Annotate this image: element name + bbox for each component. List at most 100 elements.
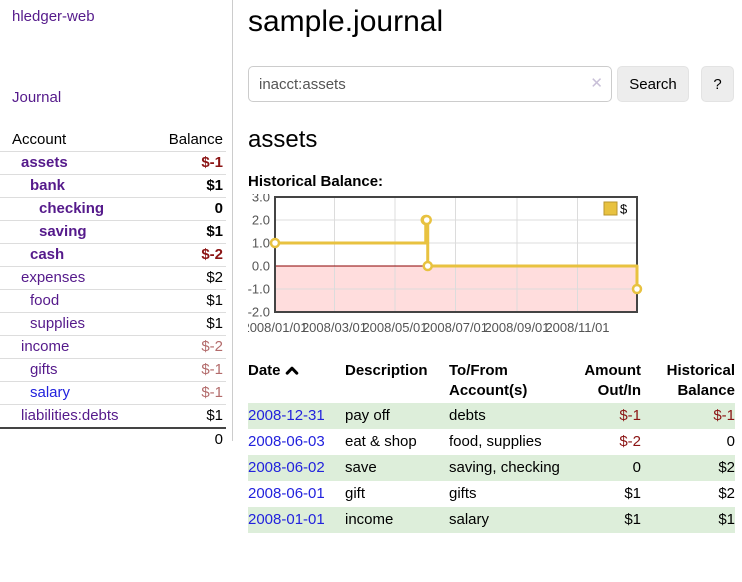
data-point [421, 214, 432, 226]
account-balance: $1 [206, 292, 223, 309]
register-row: 2008-06-01 gift gifts $1 $2 [248, 481, 735, 507]
help-button[interactable]: ? [701, 66, 734, 102]
data-point [269, 237, 281, 249]
transaction-description: save [345, 459, 377, 476]
transaction-date-link[interactable]: 2008-06-03 [248, 433, 325, 450]
y-axis-label: 0.0 [252, 259, 270, 274]
transaction-balance: $-1 [713, 407, 735, 424]
transaction-date-link[interactable]: 2008-12-31 [248, 407, 325, 424]
accounts-rows: assets $-1 bank $1 checking 0 saving $1 cash $-2 e… [0, 151, 226, 427]
transaction-amount: $1 [624, 511, 641, 528]
historical-balance-chart: 3.0 2.0 1.0 0.0 -1.0 -2.02008/01/012008/03/01… [242, 190, 643, 335]
register-header-accounts: To/From Account(s) [449, 362, 528, 399]
x-axis-label: 2008/09/01 [484, 320, 549, 335]
register-row: 2008-12-31 pay off debts $-1 $-1 [248, 403, 735, 429]
account-row: salary $-1 [0, 381, 226, 404]
accounts-total-value: 0 [214, 431, 223, 448]
account-row: expenses $2 [0, 266, 226, 289]
account-link[interactable]: saving [39, 223, 87, 240]
transaction-amount: $1 [624, 485, 641, 502]
main-content: sample.journal ✕ Search ? assets Histori… [242, 0, 742, 533]
account-heading: assets [248, 126, 318, 153]
accounts-total-row: 0 [0, 427, 226, 450]
account-balance: $-1 [201, 384, 223, 401]
transaction-amount: $-2 [619, 433, 641, 450]
transaction-amount: $-1 [619, 407, 641, 424]
data-point [422, 260, 433, 272]
x-axis-label: 2008/05/01 [362, 320, 427, 335]
accounts-table-header: Account Balance [0, 128, 226, 151]
transaction-accounts: saving, checking [449, 459, 560, 476]
transaction-date-link[interactable]: 2008-06-01 [248, 485, 325, 502]
legend-swatch [603, 201, 618, 216]
accounts-table: Account Balance assets $-1 bank $1 checking 0… [0, 128, 226, 450]
account-link[interactable]: liabilities:debts [21, 407, 119, 424]
account-row: checking 0 [0, 197, 226, 220]
x-axis-label: 2008/01/01 [248, 320, 308, 335]
transaction-description: income [345, 511, 394, 528]
account-link[interactable]: bank [30, 177, 66, 194]
account-row: bank $1 [0, 174, 226, 197]
transaction-description: pay off [345, 407, 390, 424]
account-link[interactable]: food [30, 292, 60, 309]
register-row: 2008-01-01 income salary $1 $1 [248, 507, 735, 533]
transaction-description: gift [345, 485, 366, 502]
register-header-date[interactable]: Date [248, 359, 345, 403]
account-row: food $1 [0, 289, 226, 312]
y-axis-label: 3.0 [252, 194, 270, 205]
chart-container: 3.0 2.0 1.0 0.0 -1.0 -2.0 2008/01/01 2008/03/01… [242, 190, 742, 348]
account-balance: $2 [206, 269, 223, 286]
sort-ascending-icon [285, 362, 299, 382]
y-axis-label: -1.0 [248, 282, 270, 297]
account-balance: $-2 [201, 246, 223, 263]
transaction-accounts: gifts [449, 485, 477, 502]
x-axis-label: 2008/03/01 [302, 320, 367, 335]
chart-label: Historical Balance: [248, 173, 384, 190]
x-axis-label: 2008/07/01 [423, 320, 488, 335]
transaction-date-link[interactable]: 2008-01-01 [248, 511, 325, 528]
x-axis-label: 2008/11/01 [545, 320, 609, 335]
balance-column-header: Balance [168, 131, 223, 148]
account-link[interactable]: income [21, 338, 70, 355]
register-header-row: Date Description To/From Account(s) Amou… [248, 359, 735, 403]
account-balance: $-1 [201, 361, 223, 378]
account-row: liabilities:debts $1 [0, 404, 226, 427]
account-row: income $-2 [0, 335, 226, 358]
y-axis-label: -2.0 [248, 305, 270, 320]
y-axis-label: 2.0 [252, 213, 270, 228]
account-balance: $1 [206, 177, 223, 194]
transaction-amount: 0 [632, 459, 641, 476]
transaction-balance: 0 [726, 433, 735, 450]
sidebar: hledger-web Journal Account Balance asse… [0, 0, 233, 448]
account-row: saving $1 [0, 220, 226, 243]
account-link[interactable]: gifts [30, 361, 58, 378]
account-link[interactable]: supplies [30, 315, 86, 332]
search-button[interactable]: Search [617, 66, 689, 102]
account-balance: $-1 [201, 154, 223, 171]
register-header-description: Description [345, 362, 428, 379]
account-balance: 0 [214, 200, 223, 217]
clear-search-icon[interactable]: ✕ [590, 75, 603, 92]
account-row: cash $-2 [0, 243, 226, 266]
account-balance: $1 [206, 407, 223, 424]
account-balance: $1 [206, 315, 223, 332]
register-header-amount: Amount Out/In [584, 362, 641, 399]
transaction-accounts: salary [449, 511, 490, 528]
transaction-date-link[interactable]: 2008-06-02 [248, 459, 325, 476]
account-row: gifts $-1 [0, 358, 226, 381]
account-link[interactable]: cash [30, 246, 65, 263]
data-point [631, 283, 643, 295]
sidebar-item-journal[interactable]: Journal [12, 89, 62, 106]
account-link[interactable]: salary [30, 384, 71, 401]
page-title: sample.journal [248, 5, 444, 38]
account-column-header: Account [12, 131, 67, 148]
plot-border [274, 196, 638, 313]
account-link[interactable]: expenses [21, 269, 86, 286]
y-axis-label: 1.0 [252, 236, 270, 251]
transaction-balance: $2 [718, 459, 735, 476]
app-title-link[interactable]: hledger-web [12, 8, 95, 25]
account-link[interactable]: checking [39, 200, 105, 217]
search-input[interactable] [248, 66, 612, 102]
register-row: 2008-06-02 save saving, checking 0 $2 [248, 455, 735, 481]
account-link[interactable]: assets [21, 154, 68, 171]
